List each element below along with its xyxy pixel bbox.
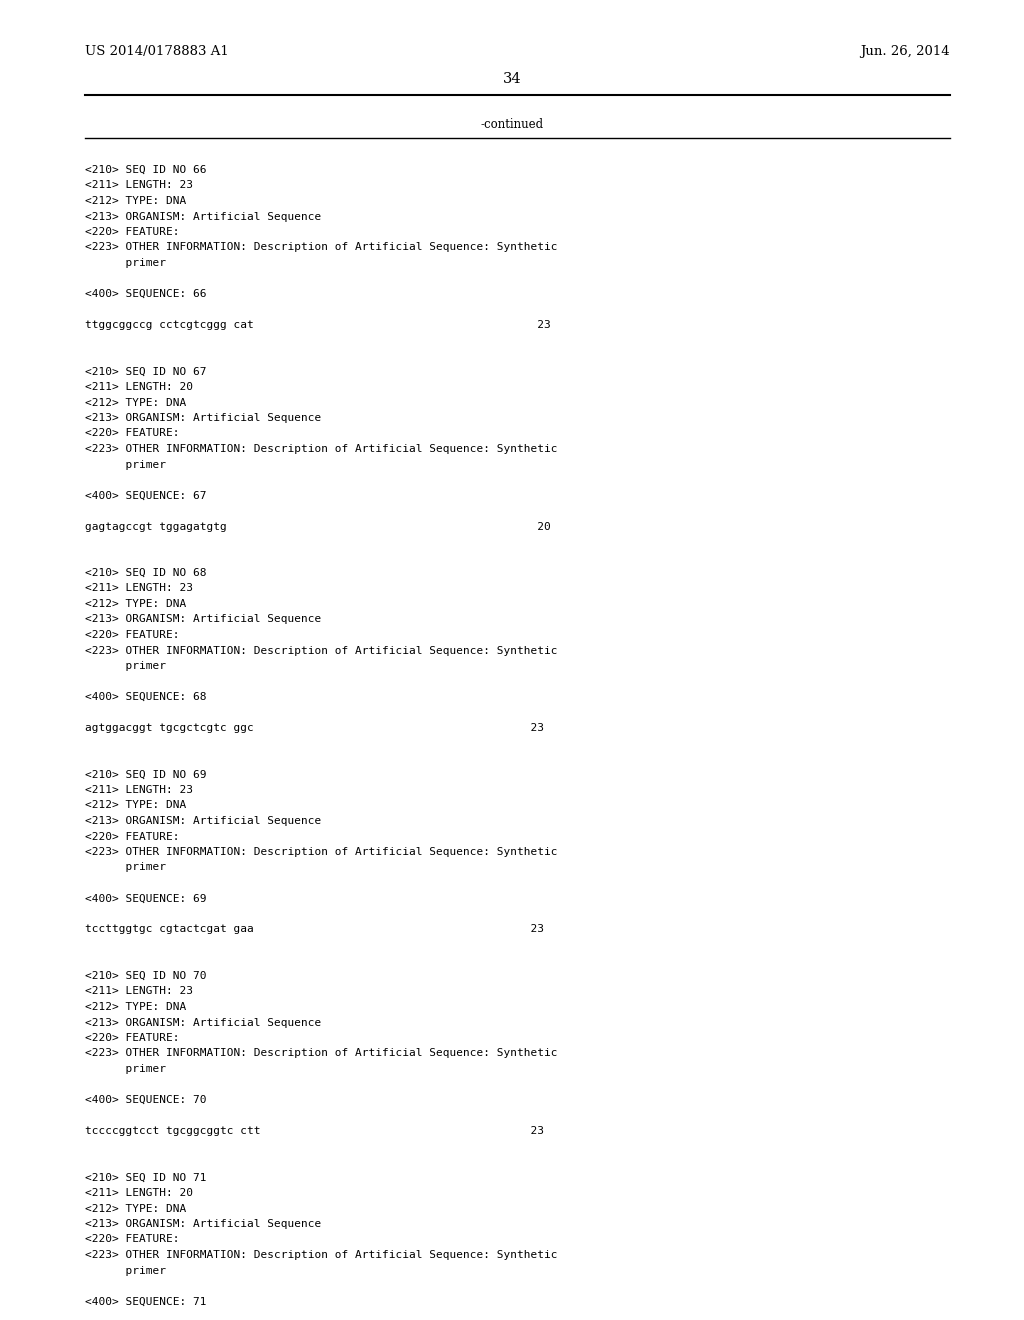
Text: tccttggtgc cgtactcgat gaa                                         23: tccttggtgc cgtactcgat gaa 23 [85, 924, 544, 935]
Text: <213> ORGANISM: Artificial Sequence: <213> ORGANISM: Artificial Sequence [85, 413, 322, 422]
Text: <211> LENGTH: 23: <211> LENGTH: 23 [85, 181, 193, 190]
Text: ttggcggccg cctcgtcggg cat                                          23: ttggcggccg cctcgtcggg cat 23 [85, 319, 551, 330]
Text: <213> ORGANISM: Artificial Sequence: <213> ORGANISM: Artificial Sequence [85, 211, 322, 222]
Text: <212> TYPE: DNA: <212> TYPE: DNA [85, 195, 186, 206]
Text: primer: primer [85, 459, 166, 470]
Text: <212> TYPE: DNA: <212> TYPE: DNA [85, 1204, 186, 1213]
Text: <211> LENGTH: 23: <211> LENGTH: 23 [85, 986, 193, 997]
Text: <220> FEATURE:: <220> FEATURE: [85, 429, 179, 438]
Text: <210> SEQ ID NO 68: <210> SEQ ID NO 68 [85, 568, 207, 578]
Text: primer: primer [85, 862, 166, 873]
Text: <223> OTHER INFORMATION: Description of Artificial Sequence: Synthetic: <223> OTHER INFORMATION: Description of … [85, 1048, 557, 1059]
Text: <211> LENGTH: 20: <211> LENGTH: 20 [85, 381, 193, 392]
Text: <210> SEQ ID NO 66: <210> SEQ ID NO 66 [85, 165, 207, 176]
Text: <223> OTHER INFORMATION: Description of Artificial Sequence: Synthetic: <223> OTHER INFORMATION: Description of … [85, 847, 557, 857]
Text: <220> FEATURE:: <220> FEATURE: [85, 1234, 179, 1245]
Text: US 2014/0178883 A1: US 2014/0178883 A1 [85, 45, 228, 58]
Text: <400> SEQUENCE: 71: <400> SEQUENCE: 71 [85, 1296, 207, 1307]
Text: <210> SEQ ID NO 67: <210> SEQ ID NO 67 [85, 367, 207, 376]
Text: Jun. 26, 2014: Jun. 26, 2014 [860, 45, 950, 58]
Text: <210> SEQ ID NO 70: <210> SEQ ID NO 70 [85, 972, 207, 981]
Text: <212> TYPE: DNA: <212> TYPE: DNA [85, 599, 186, 609]
Text: 34: 34 [503, 73, 521, 86]
Text: <400> SEQUENCE: 66: <400> SEQUENCE: 66 [85, 289, 207, 300]
Text: <210> SEQ ID NO 69: <210> SEQ ID NO 69 [85, 770, 207, 780]
Text: <400> SEQUENCE: 70: <400> SEQUENCE: 70 [85, 1096, 207, 1105]
Text: <223> OTHER INFORMATION: Description of Artificial Sequence: Synthetic: <223> OTHER INFORMATION: Description of … [85, 243, 557, 252]
Text: <213> ORGANISM: Artificial Sequence: <213> ORGANISM: Artificial Sequence [85, 816, 322, 826]
Text: <213> ORGANISM: Artificial Sequence: <213> ORGANISM: Artificial Sequence [85, 615, 322, 624]
Text: primer: primer [85, 1064, 166, 1074]
Text: primer: primer [85, 661, 166, 671]
Text: <211> LENGTH: 23: <211> LENGTH: 23 [85, 583, 193, 594]
Text: primer: primer [85, 257, 166, 268]
Text: gagtagccgt tggagatgtg                                              20: gagtagccgt tggagatgtg 20 [85, 521, 551, 532]
Text: <400> SEQUENCE: 69: <400> SEQUENCE: 69 [85, 894, 207, 903]
Text: agtggacggt tgcgctcgtc ggc                                         23: agtggacggt tgcgctcgtc ggc 23 [85, 723, 544, 733]
Text: <211> LENGTH: 20: <211> LENGTH: 20 [85, 1188, 193, 1199]
Text: <400> SEQUENCE: 68: <400> SEQUENCE: 68 [85, 692, 207, 702]
Text: <211> LENGTH: 23: <211> LENGTH: 23 [85, 785, 193, 795]
Text: <220> FEATURE:: <220> FEATURE: [85, 227, 179, 238]
Text: <220> FEATURE:: <220> FEATURE: [85, 630, 179, 640]
Text: <213> ORGANISM: Artificial Sequence: <213> ORGANISM: Artificial Sequence [85, 1018, 322, 1027]
Text: <223> OTHER INFORMATION: Description of Artificial Sequence: Synthetic: <223> OTHER INFORMATION: Description of … [85, 645, 557, 656]
Text: <212> TYPE: DNA: <212> TYPE: DNA [85, 1002, 186, 1012]
Text: <220> FEATURE:: <220> FEATURE: [85, 1034, 179, 1043]
Text: <212> TYPE: DNA: <212> TYPE: DNA [85, 397, 186, 408]
Text: <400> SEQUENCE: 67: <400> SEQUENCE: 67 [85, 491, 207, 500]
Text: <210> SEQ ID NO 71: <210> SEQ ID NO 71 [85, 1172, 207, 1183]
Text: -continued: -continued [480, 117, 544, 131]
Text: <213> ORGANISM: Artificial Sequence: <213> ORGANISM: Artificial Sequence [85, 1218, 322, 1229]
Text: primer: primer [85, 1266, 166, 1275]
Text: <212> TYPE: DNA: <212> TYPE: DNA [85, 800, 186, 810]
Text: <223> OTHER INFORMATION: Description of Artificial Sequence: Synthetic: <223> OTHER INFORMATION: Description of … [85, 1250, 557, 1261]
Text: <220> FEATURE:: <220> FEATURE: [85, 832, 179, 842]
Text: <223> OTHER INFORMATION: Description of Artificial Sequence: Synthetic: <223> OTHER INFORMATION: Description of … [85, 444, 557, 454]
Text: tccccggtcct tgcggcggtc ctt                                        23: tccccggtcct tgcggcggtc ctt 23 [85, 1126, 544, 1137]
